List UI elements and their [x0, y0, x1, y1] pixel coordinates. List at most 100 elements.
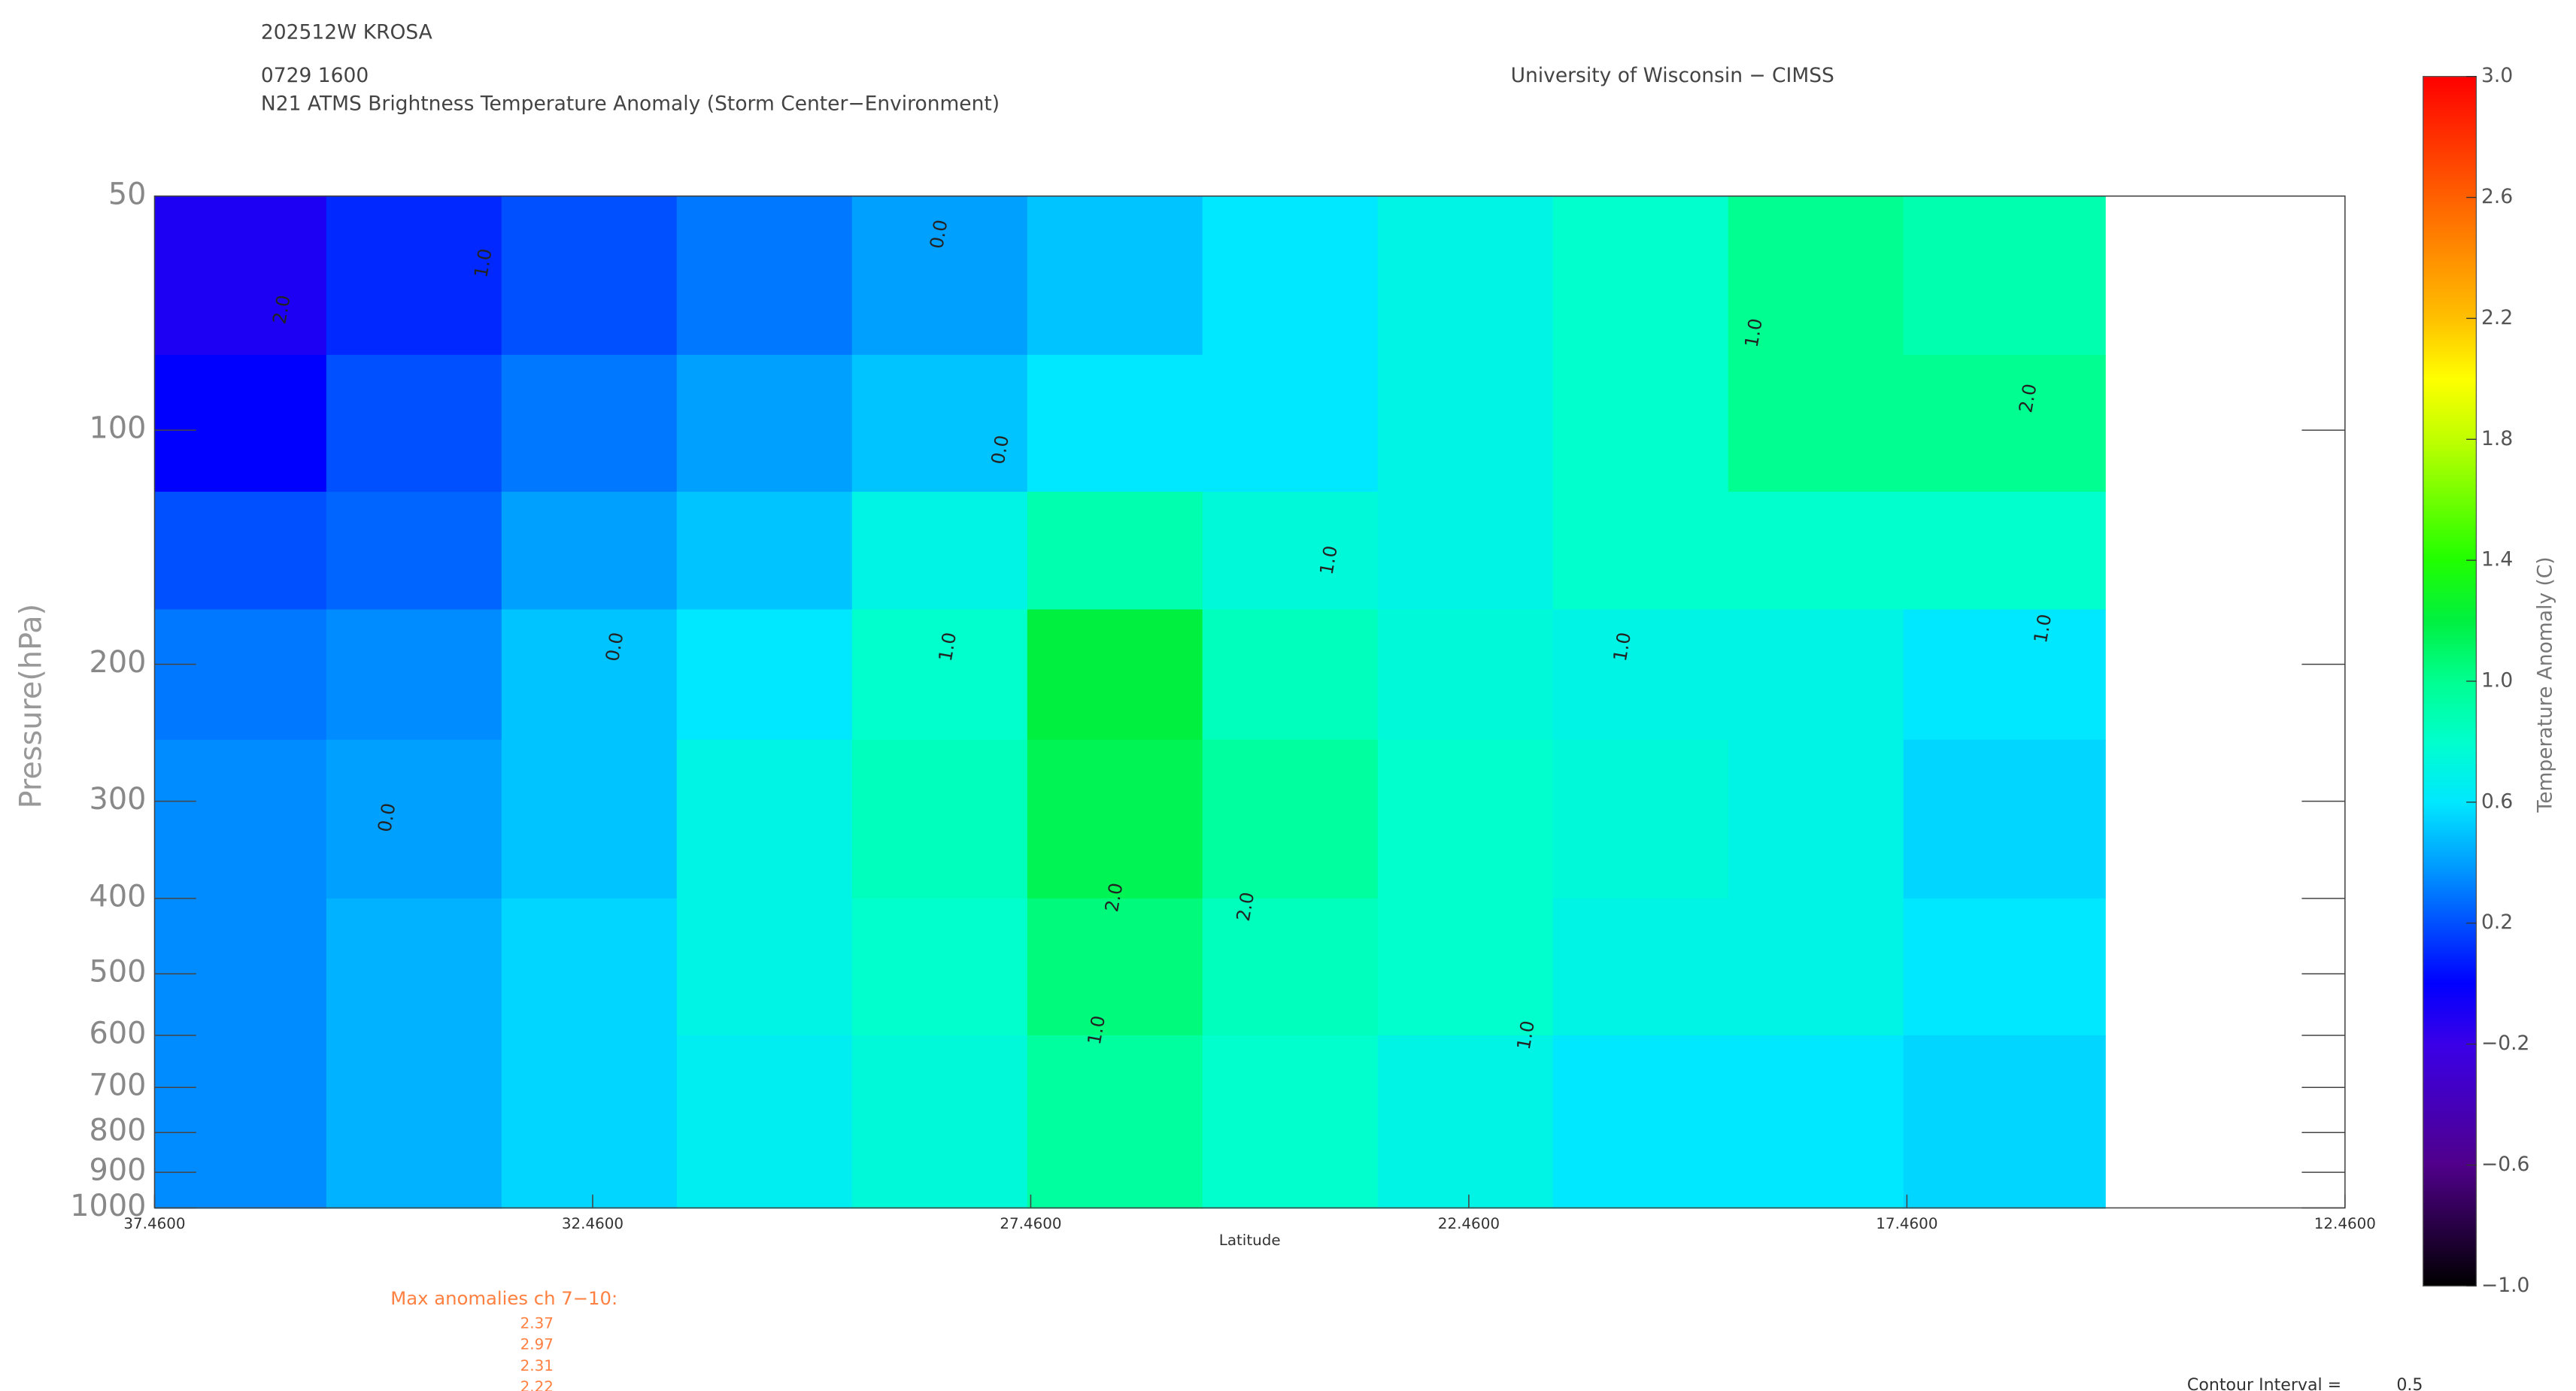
x-tick-label: 22.4600	[1438, 1215, 1500, 1232]
x-tick-label: 32.4600	[562, 1215, 624, 1232]
contour-label: 1.0	[1740, 317, 1767, 349]
product: N21 ATMS Brightness Temperature Anomaly …	[261, 92, 1000, 116]
contour-cell	[1552, 739, 1729, 899]
contour-cell	[851, 898, 1028, 1037]
max-anomaly-value: 2.31	[520, 1357, 554, 1374]
contour-cell	[501, 739, 678, 899]
contour-cell	[501, 492, 678, 611]
contour-cell	[154, 739, 327, 899]
contour-label: 2.0	[2014, 382, 2040, 414]
contour-cell	[676, 492, 853, 611]
contour-cell	[1728, 739, 1904, 899]
contour-cell	[326, 1035, 502, 1209]
contour-label: 0.0	[987, 434, 1013, 466]
y-tick-label: 900	[90, 1153, 147, 1188]
contour-interval-label: Contour Interval =	[2187, 1375, 2341, 1391]
contour-cell	[1202, 492, 1379, 611]
contour-cell	[501, 898, 678, 1037]
contour-cell	[1027, 195, 1203, 356]
contour-label: 1.0	[1315, 544, 1342, 576]
contour-cell	[1903, 609, 2106, 741]
contour-label: 0.0	[601, 631, 627, 663]
y-tick-label: 50	[108, 177, 147, 211]
colorbar-label: Temperature Anomaly (C)	[2534, 556, 2557, 813]
contour-cell	[1377, 898, 1554, 1037]
contour-cell	[1202, 739, 1379, 899]
x-axis-label: Latitude	[1219, 1232, 1281, 1249]
colorbar-tick-label: 3.0	[2481, 64, 2513, 87]
contour-cell	[851, 492, 1028, 611]
contour-cell	[1027, 492, 1203, 611]
contour-cell	[1202, 1035, 1379, 1209]
contour-cell	[1903, 739, 2106, 899]
contour-cell	[501, 1035, 678, 1209]
colorbar-tick-label: 0.6	[2481, 789, 2513, 813]
contour-cell	[676, 195, 853, 356]
contour-cell	[1552, 354, 1729, 493]
max-anomaly-value: 2.37	[520, 1315, 554, 1332]
contour-interval: 0.5	[2396, 1375, 2423, 1391]
time: 0729 1600	[261, 64, 369, 87]
contour-cell	[501, 195, 678, 356]
colorbar-tick-label: 1.4	[2481, 548, 2513, 571]
contour-label: 1.0	[1609, 631, 1635, 663]
contour-cell	[1377, 354, 1554, 493]
contour-label: 1.0	[469, 247, 496, 279]
max-anomalies-title: Max anomalies ch 7−10:	[390, 1287, 617, 1309]
y-tick-label: 100	[90, 411, 147, 446]
contour-cell	[154, 195, 327, 356]
contour-label: 0.0	[373, 802, 399, 834]
contour-cell	[1903, 195, 2106, 356]
contour-cell	[851, 354, 1028, 493]
colorbar-tick-label: 0.2	[2481, 911, 2513, 934]
colorbar-tick-label: −1.0	[2481, 1274, 2529, 1297]
contour-cell	[851, 739, 1028, 899]
contour-cell	[1728, 898, 1904, 1037]
contour-cell	[676, 609, 853, 741]
contour-label: 1.0	[1513, 1019, 1539, 1051]
contour-cell	[1552, 898, 1729, 1037]
contour-cell	[1728, 1035, 1904, 1209]
contour-label: 2.0	[268, 293, 294, 326]
contour-cell	[1552, 492, 1729, 611]
contour-cell	[1728, 492, 1904, 611]
contour-cell	[1552, 609, 1729, 741]
contour-label: 1.0	[2029, 612, 2056, 644]
contour-cell	[1903, 354, 2106, 493]
x-tick-label: 12.4600	[2314, 1215, 2376, 1232]
contour-cell	[1027, 609, 1203, 741]
contour-cell	[154, 1035, 327, 1209]
y-tick-label: 500	[90, 955, 147, 989]
contour-cell	[1202, 898, 1379, 1037]
contour-cell	[326, 739, 502, 899]
contour-cell	[1027, 1035, 1203, 1209]
contour-cell	[851, 609, 1028, 741]
contour-cell	[851, 1035, 1028, 1209]
contour-label: 2.0	[1100, 881, 1127, 914]
contour-cell	[1377, 195, 1554, 356]
y-tick-label: 700	[90, 1068, 147, 1103]
contour-cell	[154, 898, 327, 1037]
contour-cell	[1377, 739, 1554, 899]
contour-cell	[676, 354, 853, 493]
contour-cell	[326, 898, 502, 1037]
contour-cell	[501, 609, 678, 741]
y-tick-label: 200	[90, 645, 147, 680]
y-tick-label: 400	[90, 879, 147, 914]
contour-cell	[1202, 609, 1379, 741]
contour-cell	[1728, 354, 1904, 493]
contour-label: 0.0	[925, 218, 951, 250]
colorbar-tick-label: 1.0	[2481, 668, 2513, 692]
contour-cell	[1552, 195, 1729, 356]
contour-cell	[1027, 739, 1203, 899]
plot-frame	[153, 195, 2346, 1209]
contour-cell	[1552, 1035, 1729, 1209]
contour-cell	[1728, 195, 1904, 356]
contour-cell	[1903, 1035, 2106, 1209]
contour-cell	[676, 898, 853, 1037]
contour-cell	[1202, 195, 1379, 356]
contour-cell	[676, 1035, 853, 1209]
y-tick-label: 300	[90, 782, 147, 817]
contour-cell	[676, 739, 853, 899]
